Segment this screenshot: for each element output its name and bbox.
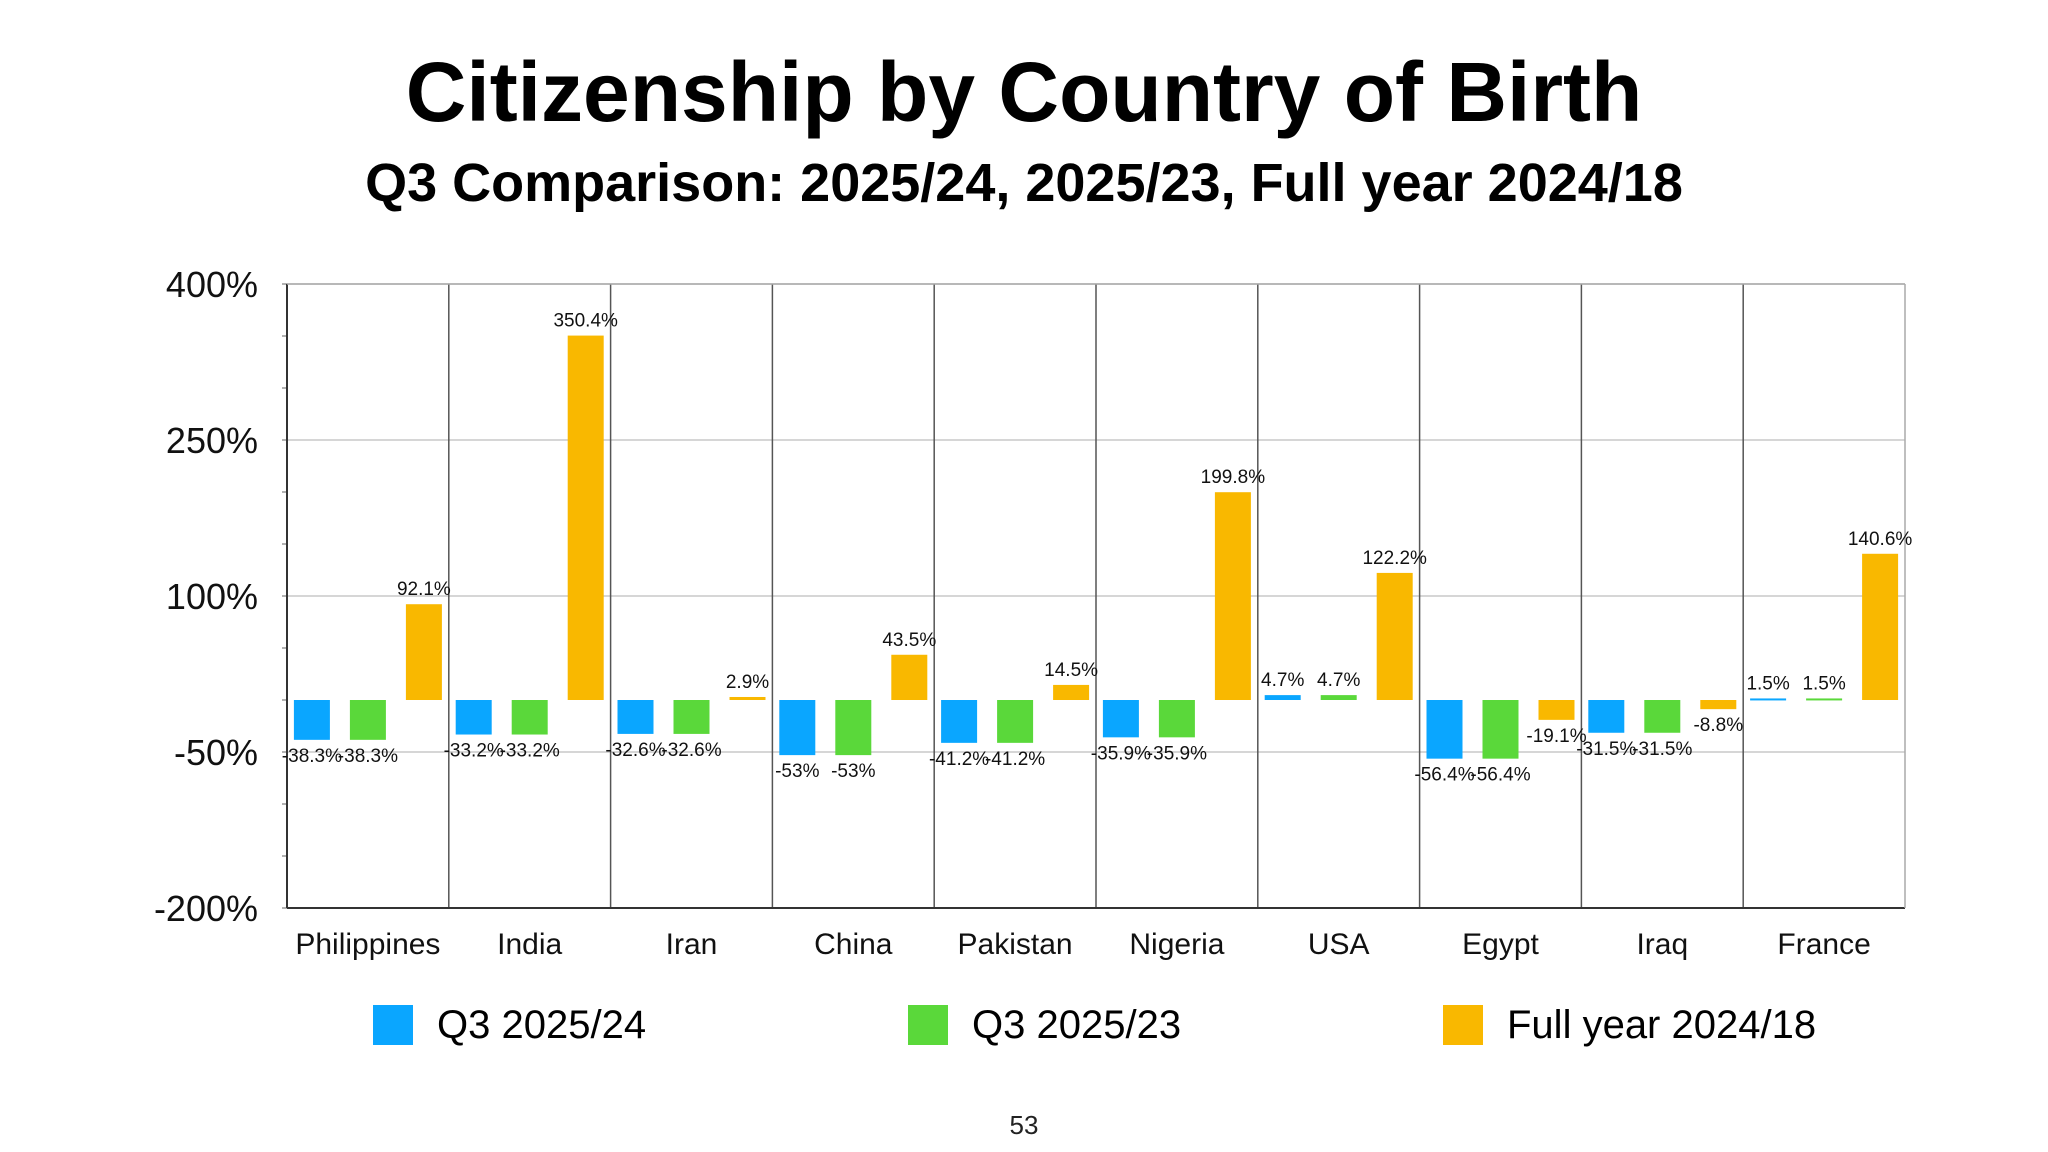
bar-chart: -200% -50% 100% 250% 400% -38.3%-38.3% 92.1% Ph… [154,264,1913,961]
bar-philippines-q3-2025-24 [293,700,330,740]
x-tick-label-philippines: Philippines [295,928,440,961]
bar-iraq-q3-2025-23 [1644,700,1681,733]
data-label-usa-q3-2025-23: 4.7% [1317,670,1360,691]
data-label-iraq-q3-2025-23: -31.5% [1632,739,1692,760]
data-label-france-full-year-2024-18: 140.6% [1848,529,1913,550]
bar-china-q3-2025-23 [835,700,872,756]
data-label-pakistan-full-year-2024-18: 14.5% [1044,660,1098,681]
bar-pakistan-q3-2025-23 [997,700,1034,743]
data-label-india-q3-2025-24: -33.2% [444,741,504,762]
data-label-iraq-full-year-2024-18: -8.8% [1693,715,1743,736]
data-label-pakistan-q3-2025-23: -41.2% [985,749,1045,770]
y-tick-label-200: -200% [154,888,258,929]
x-tick-label-usa: USA [1308,928,1370,961]
bar-usa-full-year-2024-18 [1376,572,1413,700]
legend-swatch-q3-2025-23 [908,1005,948,1045]
data-label-usa-q3-2025-24: 4.7% [1261,670,1304,691]
data-label-india-q3-2025-23: -33.2% [500,741,560,762]
data-label-france-q3-2025-23: 1.5% [1802,673,1845,694]
bar-france-q3-2025-24 [1750,698,1787,701]
legend-swatch-full-year-2024-18 [1443,1005,1483,1045]
bar-india-full-year-2024-18 [567,335,604,700]
data-label-usa-full-year-2024-18: 122.2% [1362,548,1427,569]
bar-egypt-q3-2025-23 [1482,700,1519,759]
data-label-iran-q3-2025-23: -32.6% [661,740,721,761]
x-tick-label-iran: Iran [666,928,718,961]
legend-label-full-year-2024-18: Full year 2024/18 [1507,1002,1817,1047]
bar-france-q3-2025-23 [1806,698,1843,701]
y-tick-label-250: 250% [166,420,258,461]
x-tick-label-iraq: Iraq [1636,928,1688,961]
bar-pakistan-q3-2025-24 [941,700,978,743]
legend-swatch-q3-2025-24 [373,1005,413,1045]
x-tick-label-china: China [814,928,893,961]
data-label-china-q3-2025-23: -53% [831,761,875,782]
data-label-china-full-year-2024-18: 43.5% [882,630,936,651]
bar-iraq-q3-2025-24 [1588,700,1625,733]
data-label-nigeria-q3-2025-23: -35.9% [1147,743,1207,764]
slide-title: Citizenship by Country of Birth [405,45,1643,139]
data-label-nigeria-full-year-2024-18: 199.8% [1201,467,1266,488]
legend-item-q3-2025-23: Q3 2025/23 [908,1000,1181,1050]
legend-item-q3-2025-24: Q3 2025/24 [373,1000,646,1050]
data-label-iraq-q3-2025-24: -31.5% [1576,739,1636,760]
page-number: 53 [1009,1110,1039,1140]
data-label-france-q3-2025-24: 1.5% [1746,673,1789,694]
bar-nigeria-q3-2025-23 [1158,700,1195,738]
x-tick-label-pakistan: Pakistan [958,928,1073,961]
data-label-egypt-full-year-2024-18: -19.1% [1526,726,1586,747]
data-label-nigeria-q3-2025-24: -35.9% [1091,743,1151,764]
y-tick-label-50: -50% [174,732,258,773]
legend-label-q3-2025-23: Q3 2025/23 [972,1002,1182,1047]
x-tick-label-india: India [497,928,562,961]
bar-france-full-year-2024-18 [1862,553,1899,700]
x-tick-label-nigeria: Nigeria [1129,928,1224,961]
bar-china-full-year-2024-18 [891,654,928,700]
data-label-iran-full-year-2024-18: 2.9% [726,672,769,693]
x-tick-label-france: France [1777,928,1870,961]
chart-legend: Q3 2025/24 Q3 2025/23 Full year 2024/18 [0,1000,2048,1050]
bar-philippines-full-year-2024-18 [405,604,442,700]
data-label-pakistan-q3-2025-24: -41.2% [929,749,989,770]
y-tick-label-400: 400% [166,264,258,305]
bar-iran-q3-2025-23 [673,700,710,734]
data-label-iran-q3-2025-24: -32.6% [605,740,665,761]
bar-iraq-full-year-2024-18 [1700,700,1737,710]
x-tick-label-egypt: Egypt [1462,928,1539,961]
bar-usa-q3-2025-24 [1264,695,1301,700]
bar-india-q3-2025-23 [511,700,548,735]
bar-iran-q3-2025-24 [617,700,654,734]
bar-philippines-q3-2025-23 [349,700,386,740]
slide-subtitle: Q3 Comparison: 2025/24, 2025/23, Full ye… [365,153,1683,213]
bar-iran-full-year-2024-18 [729,696,766,700]
data-label-egypt-q3-2025-24: -56.4% [1414,765,1474,786]
bar-india-q3-2025-24 [455,700,492,735]
bar-pakistan-full-year-2024-18 [1053,684,1090,700]
bar-egypt-full-year-2024-18 [1538,700,1575,720]
bar-nigeria-full-year-2024-18 [1214,492,1251,700]
y-tick-label-100: 100% [166,576,258,617]
bar-nigeria-q3-2025-24 [1102,700,1139,738]
data-label-india-full-year-2024-18: 350.4% [553,311,618,332]
data-label-philippines-q3-2025-23: -38.3% [338,746,398,767]
data-label-philippines-q3-2025-24: -38.3% [282,746,342,767]
bar-china-q3-2025-24 [779,700,816,756]
legend-item-full-year-2024-18: Full year 2024/18 [1443,1000,1816,1050]
data-label-china-q3-2025-24: -53% [775,761,819,782]
data-label-philippines-full-year-2024-18: 92.1% [397,579,451,600]
bar-usa-q3-2025-23 [1320,695,1357,700]
legend-label-q3-2025-24: Q3 2025/24 [437,1002,647,1047]
data-label-egypt-q3-2025-23: -56.4% [1470,765,1530,786]
bar-egypt-q3-2025-24 [1426,700,1463,759]
